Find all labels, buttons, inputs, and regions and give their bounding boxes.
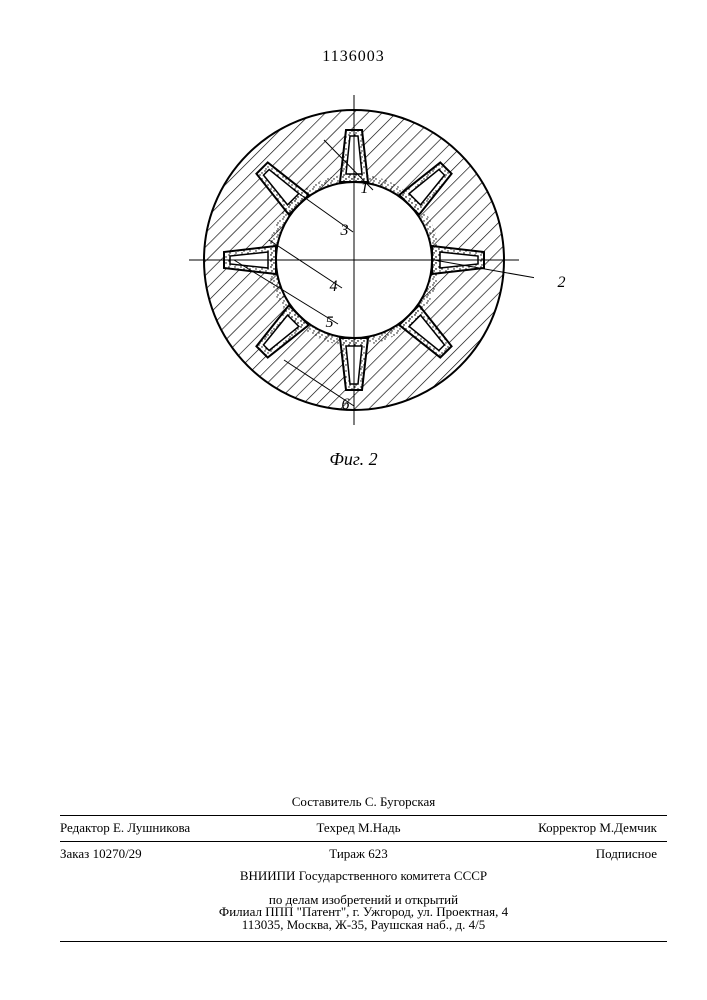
order-label: Заказ — [60, 846, 89, 861]
callout-5: 5 — [326, 314, 334, 332]
callout-4: 4 — [330, 278, 338, 296]
figure-container: Фиг. 2 — [174, 80, 534, 470]
subscription-label: Подписное — [596, 846, 657, 861]
compiler-name: С. Бугорская — [365, 794, 435, 809]
corrector-name: М.Демчик — [599, 820, 657, 835]
callout-6: 6 — [342, 396, 350, 414]
branch-line: Филиал ППП "Патент", г. Ужгород, ул. Про… — [60, 900, 667, 920]
corrector-label: Корректор — [538, 820, 596, 835]
org-line-1: ВНИИПИ Государственного комитета СССР — [60, 864, 667, 889]
editor-name: Е. Лушникова — [113, 820, 190, 835]
callout-3: 3 — [341, 222, 349, 240]
figure-svg — [174, 80, 534, 440]
editor-label: Редактор — [60, 820, 110, 835]
order-number: 10270/29 — [93, 846, 142, 861]
compiler-label: Составитель — [292, 794, 362, 809]
tirazh-number: 623 — [368, 846, 388, 861]
figure-caption: Фиг. 2 — [174, 449, 534, 470]
techred-label: Техред — [316, 820, 354, 835]
callout-2: 2 — [558, 274, 566, 292]
page-number: 1136003 — [322, 48, 384, 66]
callout-1: 1 — [361, 180, 369, 198]
techred-name: М.Надь — [358, 820, 401, 835]
tirazh-label: Тираж — [329, 846, 365, 861]
